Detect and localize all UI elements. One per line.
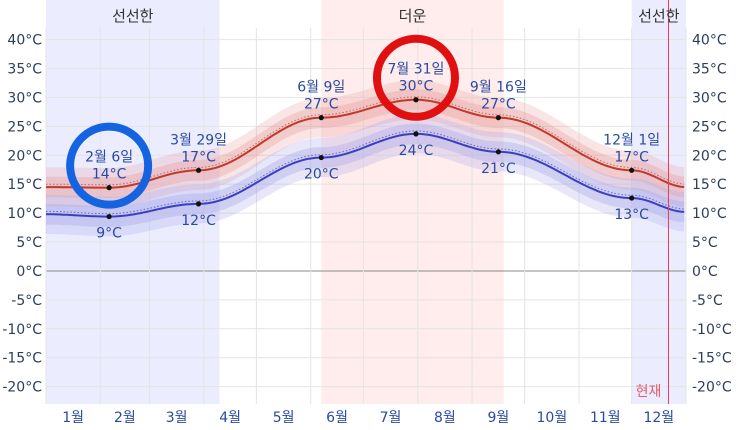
y-axis-right: -20°C -15°C -10°C -5°C 0°C 5°C 10°C 15°C 20°C 25°… — [692, 33, 732, 396]
y-tick-label: 30°C — [692, 90, 727, 106]
season-bands — [46, 0, 686, 404]
annotation-date-label: 12월 1일 — [603, 132, 660, 148]
annotation-point — [318, 115, 324, 121]
y-tick-label: 20°C — [692, 148, 727, 164]
month-label: 11월 — [590, 410, 621, 426]
season-band — [321, 0, 504, 404]
annotation-date-label: 6월 9일 — [297, 80, 345, 96]
highlight-circle — [66, 122, 153, 209]
month-label: 9월 — [487, 410, 509, 426]
y-tick-label: 25°C — [7, 119, 42, 135]
season-label: 선선한 — [638, 7, 680, 25]
high-temperature-band — [46, 80, 685, 208]
annotation-date-label: 3월 29일 — [170, 132, 227, 148]
season-band — [46, 0, 220, 404]
y-tick-label: -20°C — [692, 380, 732, 396]
month-label: 12월 — [643, 410, 674, 426]
x-axis-months: 1월 2월 3월 4월 5월 6월 7월 8월 9월 10월 11월 12월 — [62, 410, 674, 426]
annotation-temp-label: 13°C — [614, 207, 649, 223]
y-tick-label: -15°C — [692, 351, 732, 367]
highlight-circle — [372, 34, 459, 121]
y-tick-label: 15°C — [692, 177, 727, 193]
y-tick-label: 35°C — [692, 61, 727, 77]
month-label: 5월 — [273, 410, 295, 426]
annotation-temp-label: 30°C — [399, 79, 434, 95]
annotation-point — [318, 154, 324, 161]
y-tick-label: -10°C — [2, 322, 42, 338]
annotation-point — [413, 97, 419, 103]
annotation-temp-label: 12°C — [181, 213, 216, 229]
annotation-temp-label: 27°C — [304, 97, 339, 113]
temperature-lines — [46, 96, 685, 218]
annotation-date-label: 7월 31일 — [388, 62, 445, 78]
annotation-point — [195, 201, 202, 207]
month-label: 2월 — [114, 410, 136, 426]
season-label: 더운 — [399, 7, 427, 25]
y-tick-label: 10°C — [692, 206, 727, 222]
month-label: 7월 — [380, 410, 402, 426]
annotation-temp-label: 20°C — [304, 167, 339, 183]
y-tick-label: 0°C — [692, 264, 718, 280]
annotation-point — [629, 167, 635, 173]
annotation-temp-label: 9°C — [96, 226, 122, 242]
temperature-bands — [46, 80, 685, 237]
y-tick-label: 10°C — [7, 206, 42, 222]
annotation-point — [495, 115, 501, 121]
month-label: 10월 — [537, 410, 568, 426]
y-tick-label: 35°C — [7, 61, 42, 77]
annotation-point — [195, 167, 202, 173]
month-label: 3월 — [166, 410, 188, 426]
annotation-point — [495, 149, 501, 155]
y-axis-left: -20°C -15°C -10°C -5°C 0°C 5°C 10°C 15°C 20°C 25°… — [2, 33, 42, 396]
annotation-temp-label: 17°C — [614, 149, 649, 165]
grid-lines — [45, 28, 687, 404]
annotation-temp-label: 21°C — [481, 161, 516, 177]
annotation-point — [106, 213, 112, 220]
y-tick-label: 0°C — [16, 264, 42, 280]
month-label: 1월 — [62, 410, 84, 426]
y-tick-label: -10°C — [692, 322, 732, 338]
annotation-temp-label: 24°C — [399, 143, 434, 159]
month-label: 4월 — [219, 410, 241, 426]
y-tick-label: 20°C — [7, 148, 42, 164]
low-temperature-band — [46, 114, 685, 237]
annotation-temp-label: 14°C — [92, 167, 127, 183]
y-tick-label: -5°C — [692, 293, 723, 309]
y-tick-label: -20°C — [2, 380, 42, 396]
high-temperature-band — [46, 89, 685, 199]
annotation-point — [413, 131, 419, 137]
y-tick-label: 40°C — [692, 33, 727, 49]
y-tick-label: 40°C — [7, 33, 42, 49]
annotation-date-label: 9월 16일 — [470, 80, 527, 96]
annotation-temp-label: 27°C — [481, 97, 516, 113]
y-tick-label: 15°C — [7, 177, 42, 193]
annotation-date-label: 2월 6일 — [85, 150, 133, 166]
y-tick-label: -5°C — [11, 293, 42, 309]
low-temperature-line — [46, 132, 685, 218]
y-tick-label: 30°C — [7, 90, 42, 106]
season-label: 선선한 — [112, 7, 154, 25]
y-tick-label: 25°C — [692, 119, 727, 135]
annotation-point — [106, 185, 112, 191]
y-tick-label: -15°C — [2, 351, 42, 367]
now-label: 현재 — [636, 384, 662, 400]
y-tick-label: 5°C — [692, 235, 718, 251]
season-labels: 선선한 더운 선선한 — [112, 7, 680, 25]
month-label: 8월 — [434, 410, 456, 426]
annotation-point — [629, 195, 635, 201]
low-temperature-band — [46, 123, 685, 227]
now-marker: 현재 — [636, 0, 669, 404]
high-temperature-line — [46, 98, 685, 189]
y-tick-label: 5°C — [16, 235, 42, 251]
month-label: 6월 — [326, 410, 348, 426]
annotation-temp-label: 17°C — [181, 149, 216, 165]
